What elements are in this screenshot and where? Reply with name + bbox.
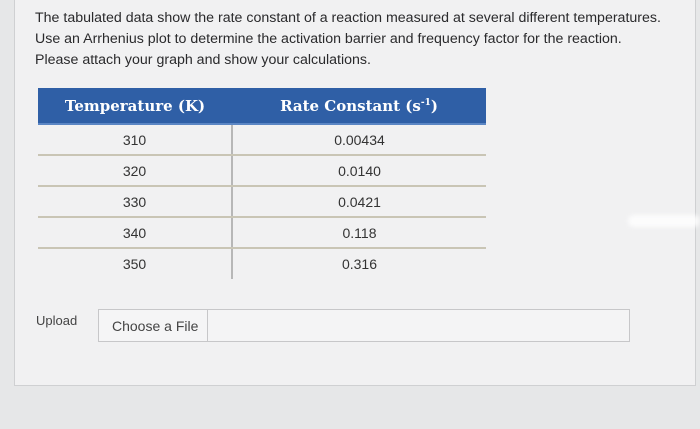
temperature-cell: 330 (38, 186, 233, 218)
rate-header-close: ) (430, 96, 438, 115)
table-header-row: Temperature (K) Rate Constant (s-1) (38, 88, 486, 125)
rate-header-exponent: -1 (420, 97, 431, 108)
table-row: 320 0.0140 (38, 155, 486, 187)
table-row: 310 0.00434 (38, 124, 486, 156)
question-text: The tabulated data show the rate constan… (35, 8, 695, 71)
temperature-cell: 320 (38, 155, 233, 187)
rate-cell: 0.0421 (232, 186, 486, 218)
temperature-cell: 350 (38, 248, 233, 279)
table-row: 330 0.0421 (38, 186, 486, 218)
rate-cell: 0.0140 (232, 155, 486, 187)
table-row: 340 0.118 (38, 217, 486, 249)
table-row: 350 0.316 (38, 248, 486, 279)
rate-constant-header: Rate Constant (s-1) (232, 88, 486, 125)
rate-cell: 0.00434 (232, 124, 486, 156)
question-line-2: Use an Arrhenius plot to determine the a… (35, 31, 622, 47)
temperature-cell: 340 (38, 217, 233, 249)
screen-glare (628, 215, 700, 227)
question-line-3: Please attach your graph and show your c… (35, 52, 371, 68)
rate-header-base: Rate Constant (s (280, 96, 421, 115)
question-line-1: The tabulated data show the rate constan… (35, 10, 661, 26)
file-name-field[interactable] (207, 309, 630, 342)
rate-cell: 0.118 (232, 217, 486, 249)
temperature-cell: 310 (38, 124, 233, 156)
choose-file-button[interactable]: Choose a File (98, 309, 208, 342)
temperature-header: Temperature (K) (38, 88, 232, 125)
upload-label: Upload (36, 313, 78, 328)
rate-data-table: Temperature (K) Rate Constant (s-1) 310 … (38, 88, 486, 279)
rate-cell: 0.316 (232, 248, 486, 279)
